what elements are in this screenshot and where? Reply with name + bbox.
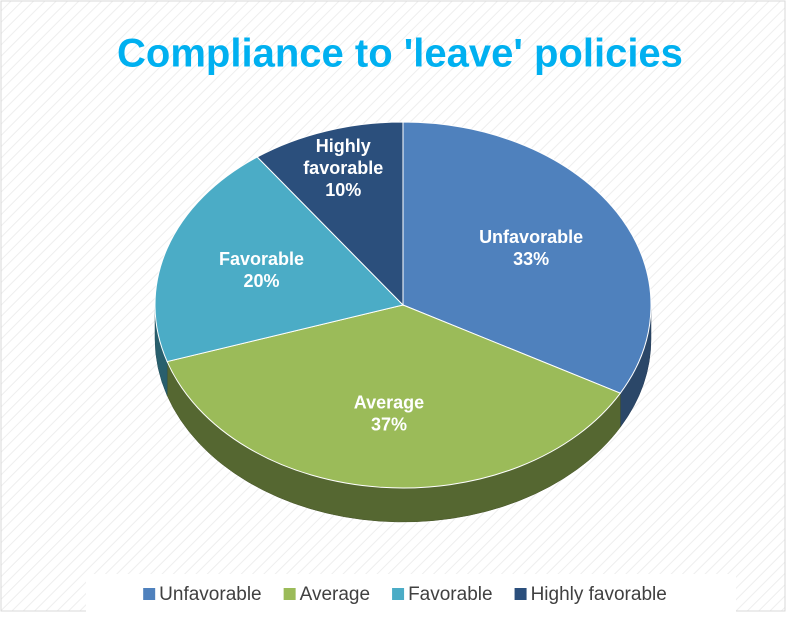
- category-label: Average: [354, 392, 424, 412]
- chart-title: Compliance to 'leave' policies: [117, 32, 683, 76]
- slice: [256, 121, 404, 307]
- legend-label: Unfavorable: [159, 584, 261, 605]
- value-label: 33%: [513, 249, 549, 269]
- category-label: Unfavorable: [479, 227, 583, 247]
- legend-label: Average: [300, 584, 370, 605]
- slice-label: Favorable 20%: [219, 249, 304, 291]
- legend-swatch: [514, 588, 527, 600]
- legend-label: Highly favorable: [531, 584, 667, 605]
- slice-label: Highly favorable 10%: [303, 136, 383, 200]
- slice-label: Unfavorable 33%: [479, 227, 583, 269]
- legend-box: [86, 574, 736, 614]
- category-label: Highly favorable: [303, 136, 383, 178]
- value-label: 20%: [243, 271, 279, 291]
- slice: [154, 156, 404, 363]
- slice: [166, 304, 622, 489]
- legend-label: Favorable: [408, 584, 493, 605]
- legend-swatch: [143, 588, 156, 600]
- slice-label: Average 37%: [354, 392, 424, 434]
- value-label: 37%: [371, 414, 407, 434]
- slice: [402, 121, 652, 394]
- data-labels: Unfavorable 33% Average 37% Favorable 20% High…: [219, 136, 583, 434]
- legend-swatch: [392, 588, 405, 600]
- pie-slices: [154, 121, 652, 489]
- legend-swatch: [283, 588, 296, 600]
- legend: Unfavorable Average Favorable Highly favora…: [143, 584, 667, 605]
- value-label: 10%: [325, 180, 361, 200]
- category-label: Favorable: [219, 249, 304, 269]
